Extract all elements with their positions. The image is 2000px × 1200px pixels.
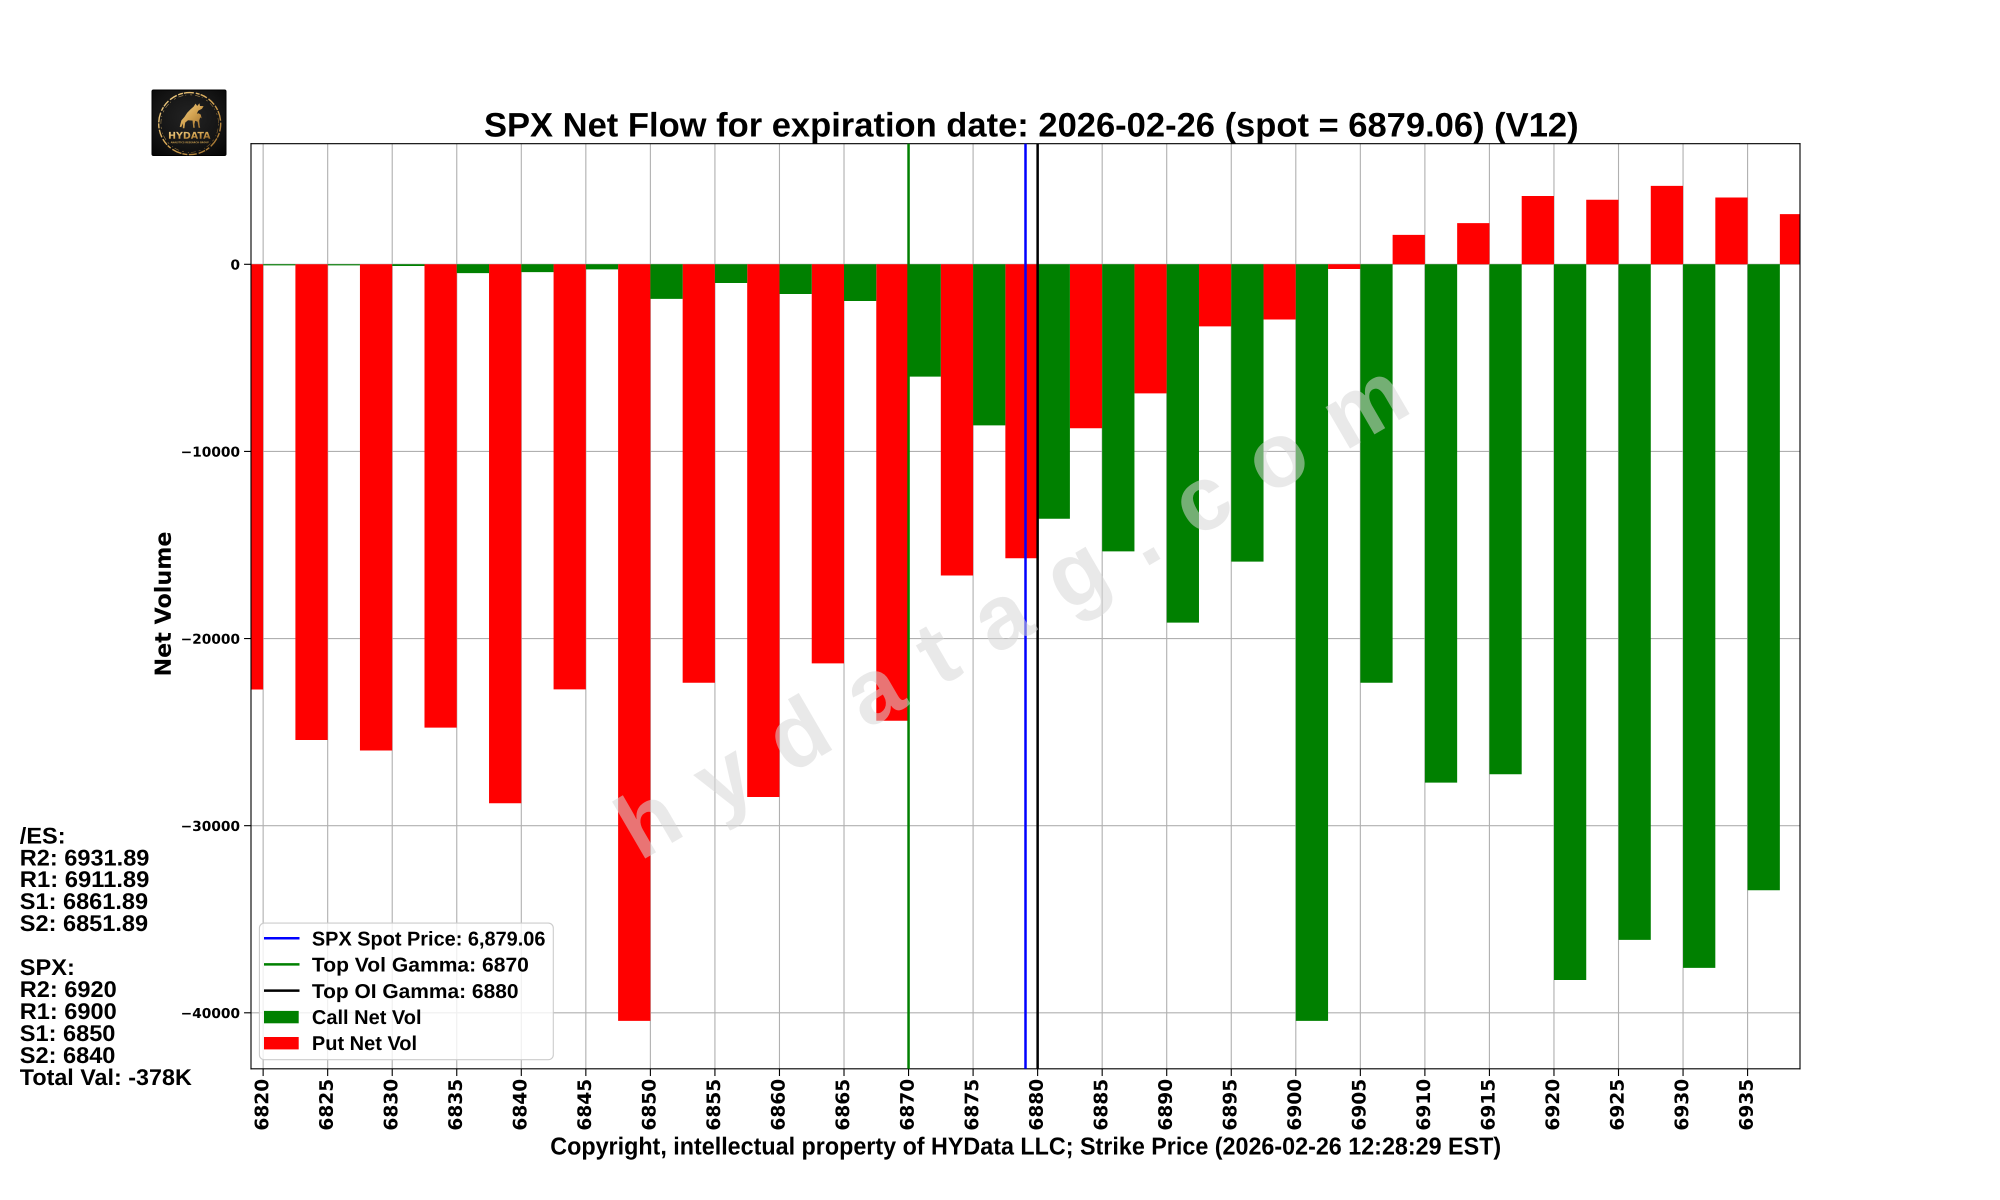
svg-text:S1: 6850: S1: 6850 bbox=[20, 1020, 116, 1046]
svg-text:Top Vol Gamma: 6870: Top Vol Gamma: 6870 bbox=[312, 955, 529, 977]
svg-text:S1: 6861.89: S1: 6861.89 bbox=[20, 888, 148, 914]
svg-text:S2: 6851.89: S2: 6851.89 bbox=[20, 910, 148, 936]
svg-text:R2: 6931.89: R2: 6931.89 bbox=[20, 844, 150, 870]
svg-text:R1: 6900: R1: 6900 bbox=[20, 998, 117, 1024]
svg-text:SPX:: SPX: bbox=[20, 954, 75, 980]
svg-text:Call Net Vol: Call Net Vol bbox=[312, 1007, 422, 1029]
svg-text:R2: 6920: R2: 6920 bbox=[20, 976, 117, 1002]
svg-text:Copyright, intellectual proper: Copyright, intellectual property of HYDa… bbox=[550, 1134, 1501, 1161]
svg-text:hydatag.com: hydatag.com bbox=[599, 324, 1453, 879]
svg-text:Total Val: -378K: Total Val: -378K bbox=[20, 1064, 193, 1090]
svg-text:SPX Spot Price: 6,879.06: SPX Spot Price: 6,879.06 bbox=[312, 928, 546, 950]
svg-text:S2: 6840: S2: 6840 bbox=[20, 1042, 116, 1068]
svg-text:R1: 6911.89: R1: 6911.89 bbox=[20, 866, 150, 892]
svg-text:Put Net Vol: Put Net Vol bbox=[312, 1033, 417, 1055]
svg-text:/ES:: /ES: bbox=[20, 822, 66, 848]
svg-text:SPX Net Flow for expiration da: SPX Net Flow for expiration date: 2026-0… bbox=[484, 107, 1579, 145]
svg-text:Top OI Gamma: 6880: Top OI Gamma: 6880 bbox=[312, 981, 519, 1003]
